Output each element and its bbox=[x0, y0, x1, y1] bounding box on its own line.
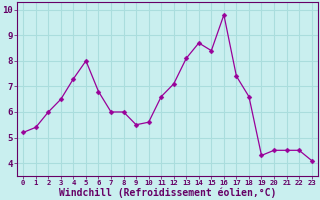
X-axis label: Windchill (Refroidissement éolien,°C): Windchill (Refroidissement éolien,°C) bbox=[59, 187, 276, 198]
